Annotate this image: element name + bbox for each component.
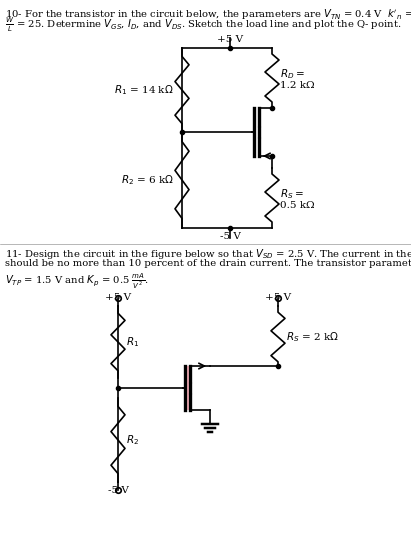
Text: 10- For the transistor in the circuit below, the parameters are $V_{TN}$ = 0.4 V: 10- For the transistor in the circuit be… — [5, 4, 411, 25]
Text: 11- Design the circuit in the figure below so that $V_{SD}$ = 2.5 V. The current: 11- Design the circuit in the figure bel… — [5, 247, 411, 261]
Text: -5 V: -5 V — [219, 232, 240, 241]
Text: $R_2$: $R_2$ — [126, 433, 139, 447]
Text: -5 V: -5 V — [108, 486, 128, 495]
Text: +5 V: +5 V — [217, 35, 243, 44]
Text: +5 V: +5 V — [265, 293, 291, 302]
Text: $R_S=$: $R_S=$ — [280, 187, 304, 201]
Text: 0.5 kΩ: 0.5 kΩ — [280, 201, 315, 211]
Text: 1.2 kΩ: 1.2 kΩ — [280, 82, 315, 91]
Text: $R_2$ = 6 k$\Omega$: $R_2$ = 6 k$\Omega$ — [121, 173, 174, 187]
Text: $\frac{W}{L}$ = 25. Determine $V_{GS}$, $I_D$, and $V_{DS}$. Sketch the load lin: $\frac{W}{L}$ = 25. Determine $V_{GS}$, … — [5, 16, 401, 34]
Bar — [185, 366, 190, 410]
Text: $R_D=$: $R_D=$ — [280, 67, 305, 81]
Text: $R_S$ = 2 k$\Omega$: $R_S$ = 2 k$\Omega$ — [286, 330, 339, 344]
Text: +5 V: +5 V — [105, 293, 131, 302]
Text: $V_{TP}$ = 1.5 V and $K_p$ = 0.5 $\frac{mA}{V^2}$.: $V_{TP}$ = 1.5 V and $K_p$ = 0.5 $\frac{… — [5, 271, 149, 290]
Text: $R_1$: $R_1$ — [126, 335, 139, 349]
Text: $R_1$ = 14 k$\Omega$: $R_1$ = 14 k$\Omega$ — [114, 83, 174, 97]
Text: should be no more than 10 percent of the drain current. The transistor parameter: should be no more than 10 percent of the… — [5, 259, 411, 268]
